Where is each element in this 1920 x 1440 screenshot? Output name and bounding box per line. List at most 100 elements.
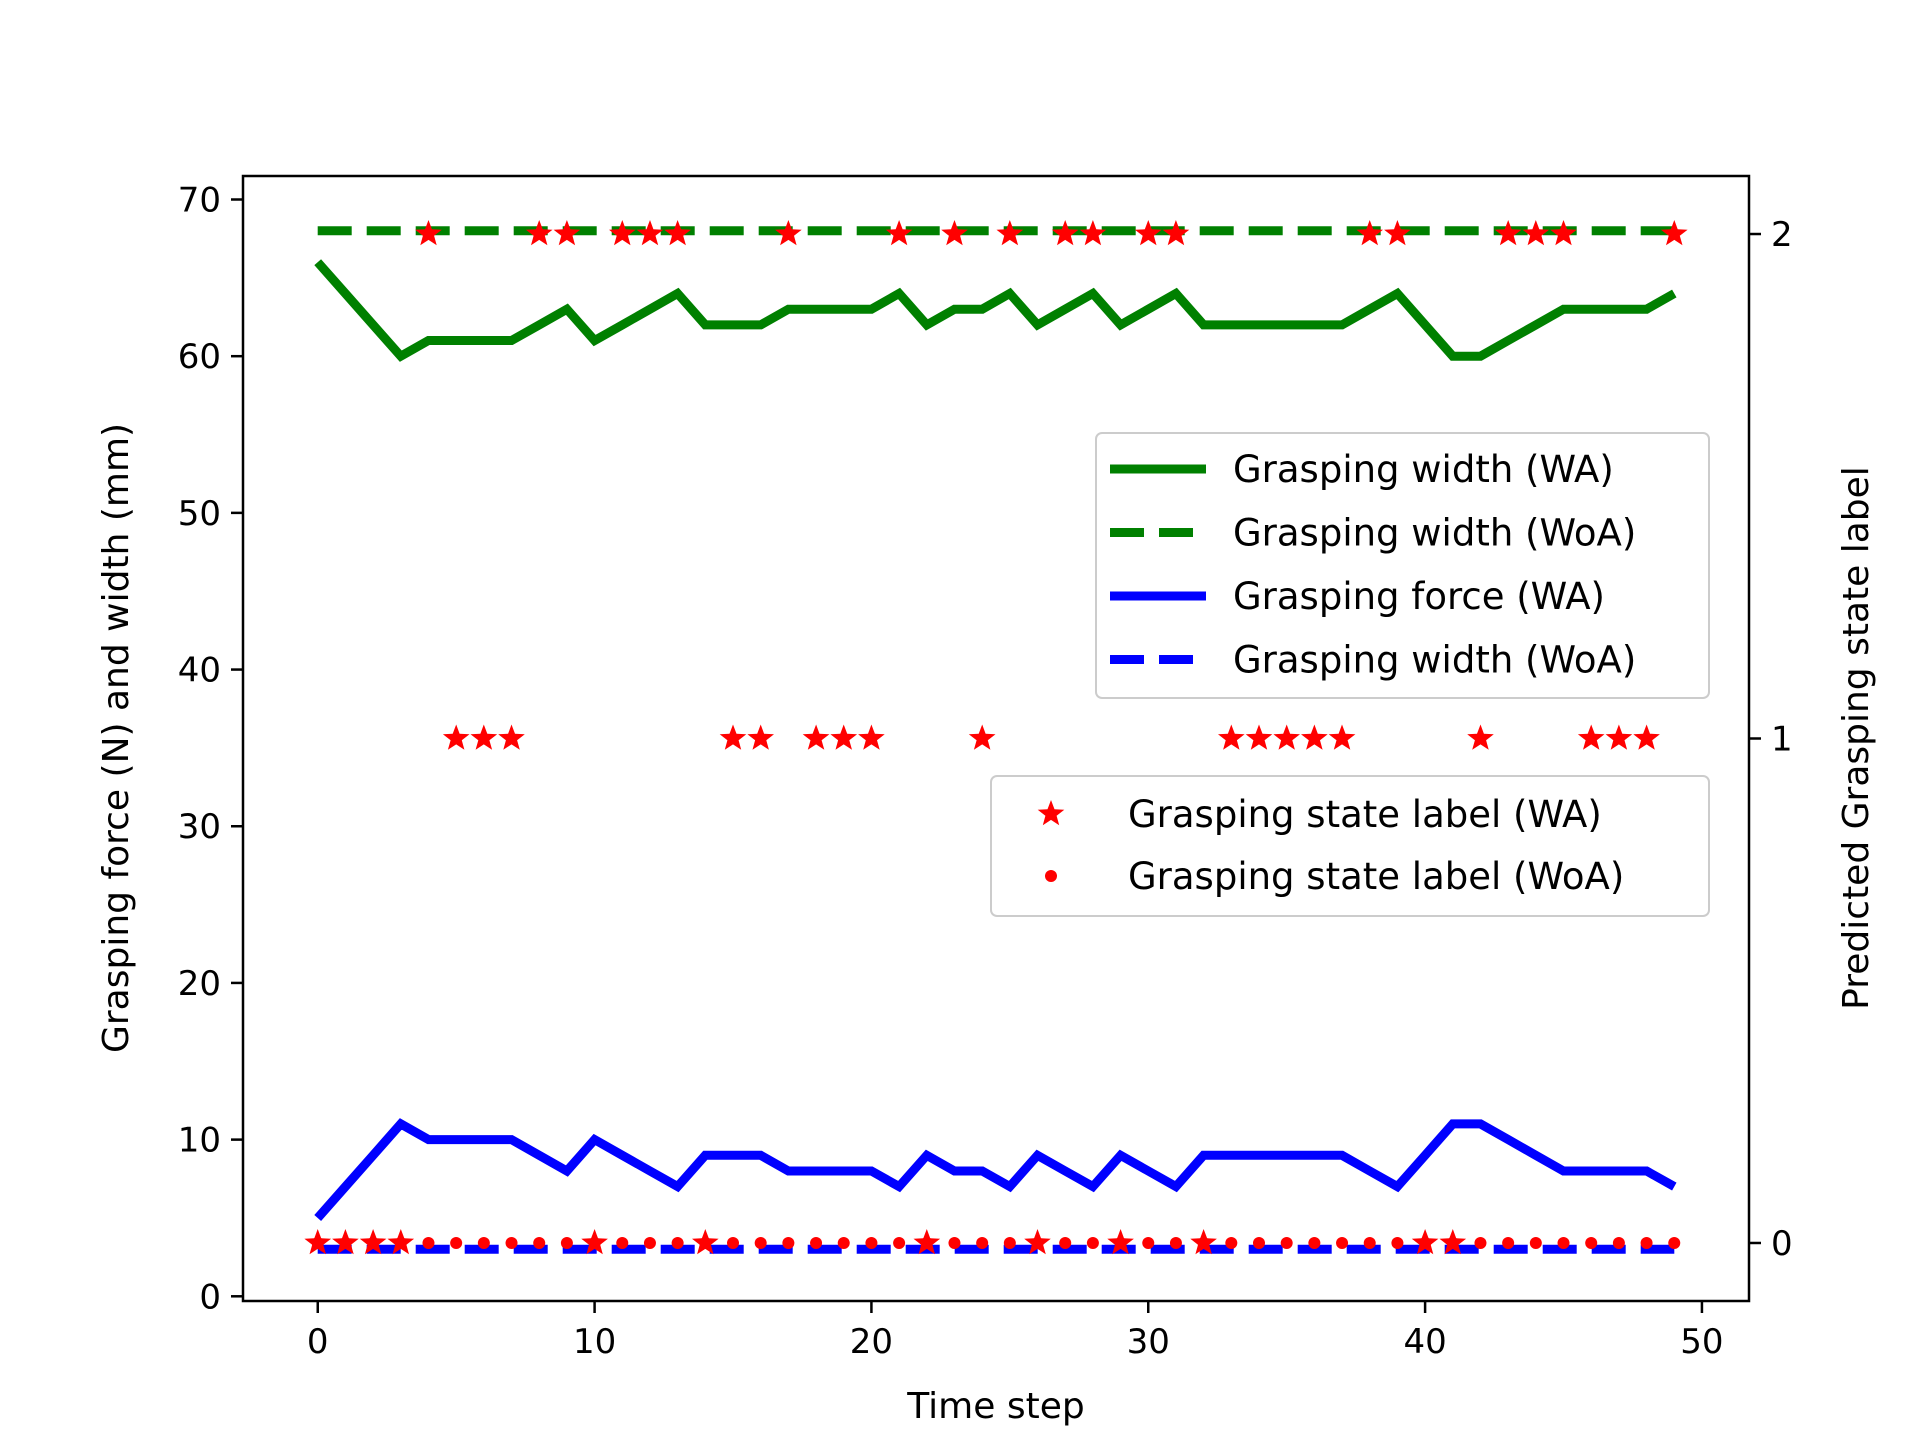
series-5-point-7: [505, 1236, 518, 1249]
series-5-point-23: [948, 1236, 961, 1249]
series-4-point-38: [1356, 220, 1383, 246]
series-5-point-4: [422, 1236, 435, 1249]
series-5-point-10: [588, 1236, 601, 1249]
series-5-point-22: [920, 1236, 933, 1249]
series-5-point-42: [1474, 1236, 1487, 1249]
series-5-point-24: [976, 1236, 989, 1249]
series-0-line: [314, 259, 1677, 362]
series-2-line: [314, 1118, 1677, 1221]
series-4-point-8: [525, 220, 553, 246]
series-4-point-34: [1245, 724, 1273, 750]
series-4-point-30: [1134, 220, 1162, 246]
series-5-point-29: [1114, 1236, 1127, 1249]
series-4-point-35: [1273, 724, 1300, 750]
series-5-point-36: [1308, 1236, 1321, 1249]
legend-0-box: [1095, 432, 1710, 699]
x-tick-label-50: 50: [1680, 1322, 1723, 1362]
series-5-point-38: [1363, 1236, 1376, 1249]
series-4-point-24: [968, 724, 996, 750]
series-5-point-33: [1225, 1236, 1238, 1249]
y-axis-title: Grasping force (N) and width (mm): [96, 423, 137, 1053]
series-5-point-2: [367, 1236, 380, 1249]
legend-1-box: [990, 775, 1710, 917]
x-tick-label-10: 10: [573, 1322, 616, 1362]
series-4-point-25: [996, 220, 1024, 246]
series-5-point-3: [394, 1236, 407, 1249]
series-4-point-6: [470, 724, 498, 750]
series-4-point-49: [1660, 220, 1688, 246]
plot-area: [304, 220, 1688, 1255]
y-tick-label-30: 30: [178, 807, 221, 847]
series-5-point-35: [1280, 1236, 1293, 1249]
series-4-point-46: [1577, 724, 1605, 750]
series-5-point-18: [810, 1236, 823, 1249]
series-5-point-16: [754, 1236, 767, 1249]
y-tick-label-70: 70: [178, 181, 221, 221]
series-5-point-20: [865, 1236, 878, 1249]
legend-1-symbol-0: [1037, 800, 1065, 826]
series-4-point-37: [1328, 724, 1356, 750]
series-4-point-45: [1550, 220, 1577, 246]
x-tick-label-20: 20: [850, 1322, 893, 1362]
series-4-point-12: [636, 220, 664, 246]
series-4-point-13: [664, 220, 691, 246]
series-5-point-14: [699, 1236, 712, 1249]
series-4-point-39: [1384, 220, 1411, 246]
series-5-point-48: [1640, 1236, 1653, 1249]
legend-0-label-0: Grasping width (WA): [1233, 448, 1614, 491]
y-tick-label-60: 60: [178, 337, 221, 377]
series-5-point-40: [1419, 1236, 1432, 1249]
series-5-point-43: [1502, 1236, 1515, 1249]
series-5-point-44: [1529, 1236, 1542, 1249]
series-4-point-33: [1218, 724, 1245, 750]
series-4-point-9: [553, 220, 581, 246]
series-5-point-8: [533, 1236, 546, 1249]
series-4-point-16: [747, 724, 774, 750]
series-5-point-6: [477, 1236, 490, 1249]
y2-tick-label-0: 0: [1771, 1224, 1793, 1264]
series-4-point-42: [1467, 724, 1494, 750]
series-5-point-12: [643, 1236, 656, 1249]
series-5-point-1: [339, 1236, 352, 1249]
series-5-point-9: [560, 1236, 573, 1249]
series-4-point-23: [941, 220, 968, 246]
series-5-point-17: [782, 1236, 795, 1249]
y-tick-label-10: 10: [178, 1121, 221, 1161]
y2-axis-title: Predicted Grasping state label: [1836, 466, 1877, 1010]
series-4-point-36: [1301, 724, 1328, 750]
x-axis-title: Time step: [906, 1386, 1084, 1427]
series-5-point-11: [616, 1236, 629, 1249]
series-5-point-31: [1169, 1236, 1182, 1249]
legends: Grasping width (WA) Grasping width (WoA) G…: [990, 432, 1710, 917]
series-4-point-21: [885, 220, 913, 246]
series-4-point-31: [1162, 220, 1190, 246]
series-5-point-21: [893, 1236, 906, 1249]
series-4-point-5: [442, 724, 470, 750]
y-tick-label-0: 0: [199, 1277, 221, 1317]
series-5-point-49: [1668, 1236, 1681, 1249]
series-5-point-41: [1446, 1236, 1459, 1249]
series-5-point-0: [311, 1236, 324, 1249]
series-5-point-28: [1086, 1236, 1099, 1249]
series-4-point-18: [802, 724, 830, 750]
legend-1-symbol-1: [1045, 870, 1057, 882]
legend-0-label-1: Grasping width (WoA): [1233, 512, 1636, 555]
series-5-point-47: [1612, 1236, 1625, 1249]
series-5-point-26: [1031, 1236, 1044, 1249]
y2-tick-label-1: 1: [1771, 720, 1793, 760]
y2-tick-label-2: 2: [1771, 215, 1793, 255]
x-tick-label-30: 30: [1127, 1322, 1170, 1362]
series-4-point-19: [830, 724, 858, 750]
series-5-point-46: [1585, 1236, 1598, 1249]
series-5-point-15: [727, 1236, 740, 1249]
series-5-point-30: [1142, 1236, 1155, 1249]
series-4-point-48: [1633, 724, 1660, 750]
y-tick-label-40: 40: [178, 651, 221, 691]
series-4-point-20: [858, 724, 885, 750]
y-tick-label-50: 50: [178, 494, 221, 534]
axis-ticks: 0 10 20 30 40 50 0 10 20 30 40 50 60 70 0 1 2: [178, 181, 1793, 1362]
series-4-point-15: [719, 724, 747, 750]
x-tick-label-40: 40: [1403, 1322, 1446, 1362]
legend-1-label-0: Grasping state label (WA): [1128, 793, 1602, 836]
